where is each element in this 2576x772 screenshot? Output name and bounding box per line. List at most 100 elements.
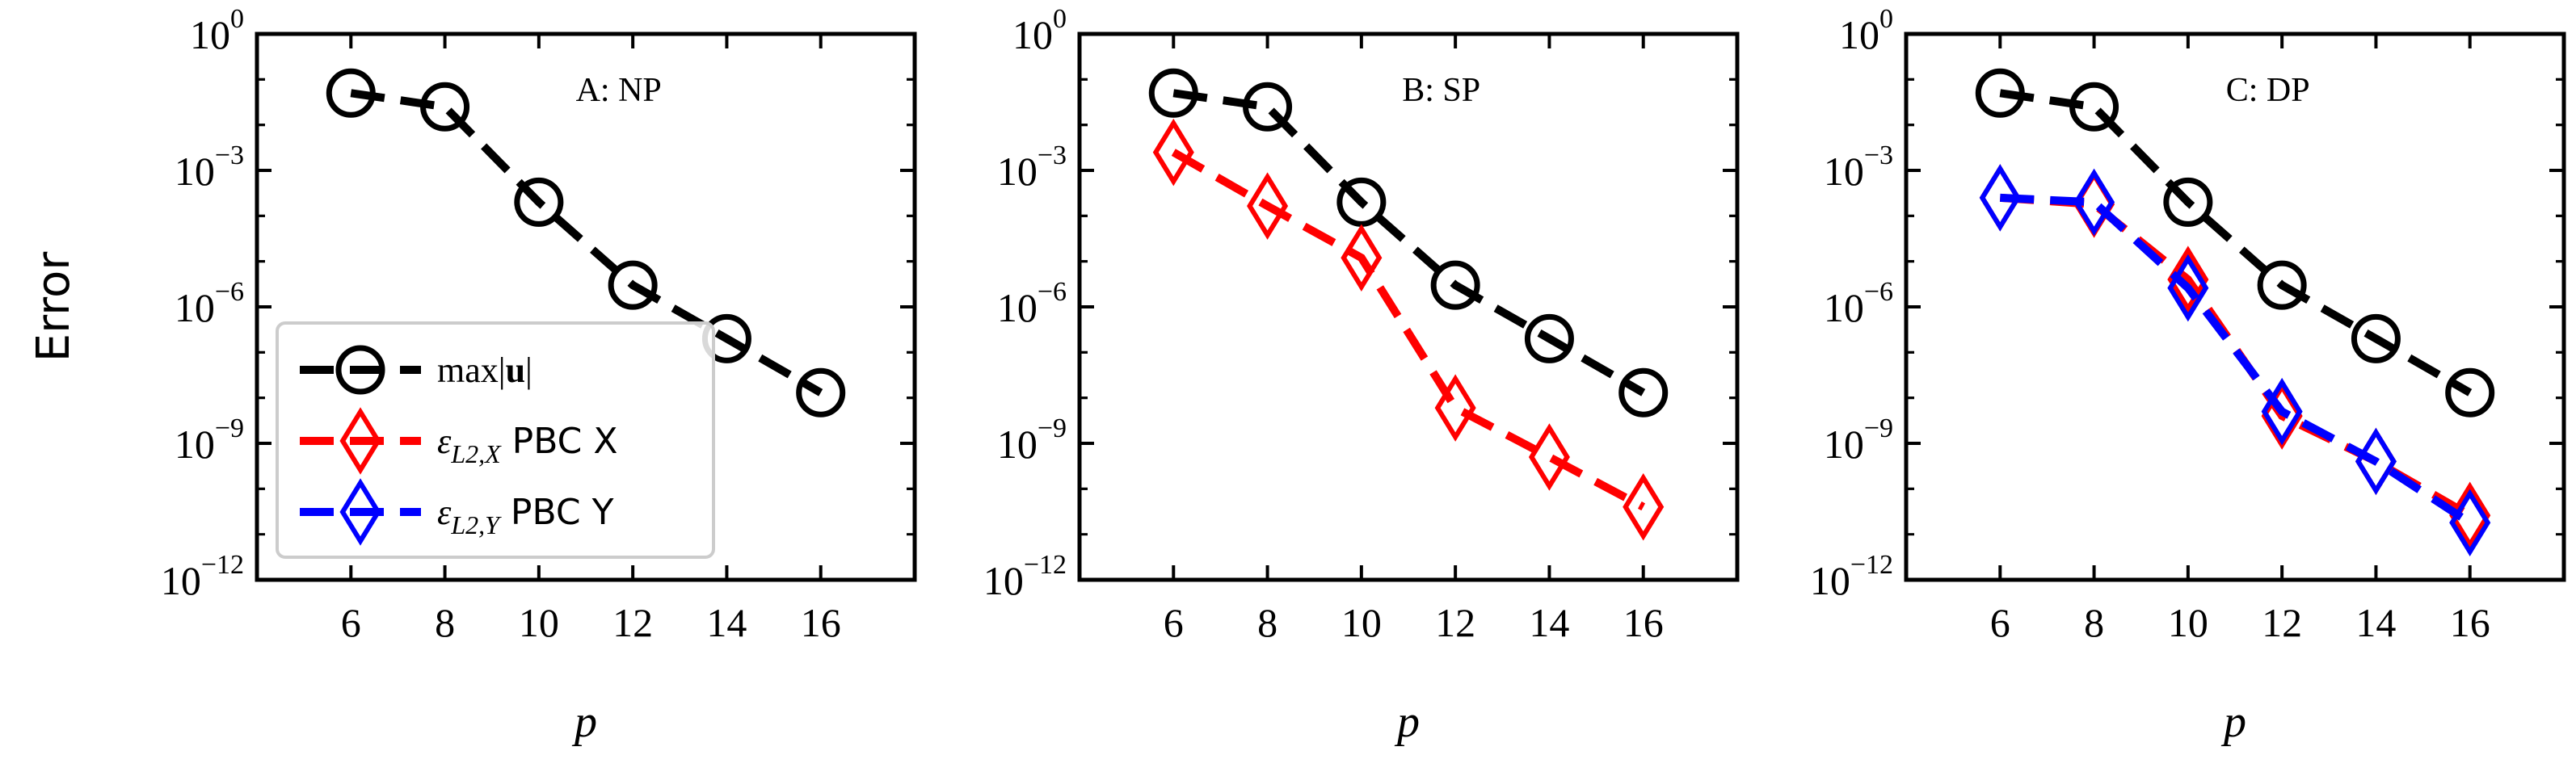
y-axis-label: Error [27, 251, 80, 362]
data-point-max_u [1243, 82, 1293, 132]
x-tick-label: 16 [801, 600, 841, 645]
y-tick-exponent: −6 [1038, 277, 1067, 307]
legend-box [276, 321, 715, 559]
data-point-max_u [1524, 313, 1574, 363]
y-tick-label: 10−9 [175, 413, 244, 467]
y-tick-label: 10−3 [1824, 141, 1893, 194]
legend-label: εL2,X PBC X [437, 421, 617, 468]
y-tick-label: 10−9 [1824, 413, 1893, 467]
y-tick-label: 10−12 [983, 550, 1067, 603]
data-point-eps_x [1434, 374, 1476, 442]
data-point-eps_y [1979, 164, 2021, 232]
data-point-max_u [2069, 82, 2119, 132]
data-point-max_u [796, 367, 846, 417]
y-tick-label: 10−3 [175, 141, 244, 194]
panel-title: B: SP [1402, 72, 1480, 109]
series-line-eps_x [1999, 193, 2473, 519]
y-tick-exponent: −12 [1850, 550, 1893, 580]
x-tick-label: 6 [1164, 600, 1184, 645]
data-point-max_u [1148, 68, 1198, 118]
data-point-eps_x [1341, 224, 1383, 292]
panel-0: 100 10−3 10−6 10−9 10−12 6 8 10 12 14 16 p A: NP [161, 4, 917, 747]
legend-label: εL2,Y PBC Y [437, 492, 614, 539]
data-point-eps_y [2355, 427, 2397, 496]
panel-title: C: DP [2226, 72, 2310, 109]
data-point-eps_x [2167, 245, 2209, 313]
data-point-max_u [2445, 367, 2495, 417]
x-tick-label: 10 [1341, 600, 1382, 645]
y-tick-label: 100 [190, 4, 244, 57]
panel-2: 100 10−3 10−6 10−9 10−12 6 8 10 12 14 16 p C: DP [1810, 4, 2566, 747]
data-point-max_u [2351, 313, 2401, 363]
legend-label: max|u| [437, 350, 532, 390]
y-tick-label: 10−6 [175, 277, 244, 330]
y-tick-exponent: −3 [1864, 141, 1893, 170]
series-line-max_u [350, 89, 823, 396]
panel-title: A: NP [576, 72, 662, 109]
panel-1: 100 10−3 10−6 10−9 10−12 6 8 10 12 14 16 p B: SP [983, 4, 1740, 747]
data-point-eps_y [2073, 168, 2115, 237]
x-axis-label: p [1394, 697, 1420, 747]
x-tick-label: 8 [2084, 600, 2104, 645]
y-tick-label: 10−6 [997, 277, 1067, 330]
x-tick-label: 8 [435, 600, 455, 645]
data-point-max_u [1336, 177, 1387, 227]
data-point-max_u [514, 177, 564, 227]
y-tick-exponent: 0 [230, 4, 244, 34]
y-tick-label: 10−12 [161, 550, 244, 603]
data-point-eps_x [1152, 118, 1194, 187]
y-tick-exponent: −3 [1038, 141, 1067, 170]
series-line-eps_x [1171, 149, 1646, 511]
data-point-max_u [2163, 177, 2213, 227]
legend-entry-eps_x: εL2,X PBC X [300, 407, 617, 475]
x-tick-label: 10 [519, 600, 559, 645]
x-tick-label: 14 [2355, 600, 2396, 645]
y-tick-exponent: −12 [1024, 550, 1067, 580]
data-point-max_u [608, 260, 658, 310]
legend: max|u| εL2,X PBC X εL2,Y PBC Y [276, 321, 715, 559]
data-point-eps_y [2167, 254, 2209, 322]
data-point-max_u [1975, 68, 2025, 118]
legend-marker [335, 345, 385, 395]
y-tick-label: 10−6 [1824, 277, 1893, 330]
x-axis-label: p [2220, 697, 2246, 747]
legend-marker [339, 407, 381, 475]
y-tick-exponent: −9 [1864, 413, 1893, 443]
legend-entry-max_u: max|u| [300, 345, 532, 395]
data-point-eps_x [2449, 481, 2491, 550]
y-tick-exponent: −6 [1864, 277, 1893, 307]
data-point-max_u [1430, 260, 1480, 310]
x-tick-label: 8 [1257, 600, 1277, 645]
legend-marker [339, 478, 381, 546]
y-tick-exponent: −3 [215, 141, 244, 170]
data-point-max_u [1618, 367, 1669, 417]
data-point-max_u [326, 68, 376, 118]
data-point-eps_y [2261, 377, 2303, 446]
y-tick-label: 10−12 [1810, 550, 1893, 603]
y-tick-label: 10−9 [997, 413, 1067, 467]
series-line-max_u [1999, 89, 2473, 396]
data-point-max_u [420, 82, 470, 132]
y-tick-exponent: 0 [1053, 4, 1067, 34]
data-point-eps_x [1247, 172, 1289, 240]
y-tick-exponent: −12 [201, 550, 244, 580]
y-tick-exponent: −6 [215, 277, 244, 307]
y-tick-exponent: 0 [1879, 4, 1893, 34]
series-line-max_u [1172, 89, 1646, 396]
data-point-eps_x [1623, 472, 1665, 541]
series-line-eps_y [2000, 193, 2473, 527]
x-tick-label: 6 [1990, 600, 2010, 645]
y-tick-label: 100 [1839, 4, 1893, 57]
y-tick-label: 10−3 [997, 141, 1067, 194]
x-axis-label: p [571, 697, 597, 747]
data-point-eps_x [1528, 423, 1570, 491]
x-tick-label: 6 [341, 600, 361, 645]
x-tick-label: 10 [2168, 600, 2208, 645]
data-point-eps_y [2449, 489, 2491, 557]
y-tick-exponent: −9 [215, 413, 244, 443]
data-point-max_u [2257, 260, 2307, 310]
x-tick-label: 14 [1529, 600, 1569, 645]
x-tick-label: 16 [1623, 600, 1664, 645]
